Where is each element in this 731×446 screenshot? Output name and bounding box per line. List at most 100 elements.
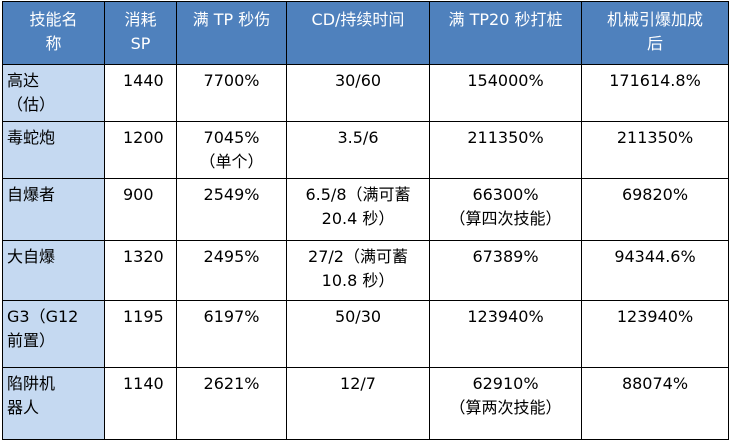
cd-duration-cell: 50/30 xyxy=(286,300,430,368)
tp20-burst-cell: 66300% （算四次技能） xyxy=(429,178,582,241)
tp20-burst-cell-line: 67389% xyxy=(472,247,539,266)
header-row: 技能名 称 消耗 SP 满 TP 秒伤 CD/持续时间 满 TP20 秒打桩 机 xyxy=(2,1,729,65)
tp20-burst-cell: 123940% xyxy=(429,300,582,368)
max-tp-dps-cell-line: 2621% xyxy=(203,374,260,393)
tp20-burst-cell-line: 154000% xyxy=(467,71,544,90)
detonation-bonus-cell: 211350% xyxy=(581,121,729,179)
skill-name-cell: G3（G12 前置） xyxy=(2,300,105,368)
detonation-bonus-cell-line: 88074% xyxy=(621,374,689,393)
sp-cost-cell-line: 900 xyxy=(123,185,154,204)
tp20-burst-cell: 67389% xyxy=(429,240,582,301)
tp20-burst-cell: 211350% xyxy=(429,121,582,179)
tp20-burst-cell: 154000% xyxy=(429,64,582,122)
skill-name-cell-line: G3（G12 xyxy=(7,307,79,326)
header-tp20-burst-line-1: 满 TP20 秒打桩 xyxy=(448,10,563,29)
skill-name-cell: 毒蛇炮 xyxy=(2,121,105,179)
header-detonation-bonus: 机械引爆加成 后 xyxy=(581,1,729,65)
max-tp-dps-cell-line: 6197% xyxy=(203,307,260,326)
tp20-burst-cell: 62910% （算两次技能） xyxy=(429,367,582,440)
header-skill-name-line-1: 技能名 xyxy=(29,10,78,29)
cd-duration-cell-line: 3.5/6 xyxy=(337,128,379,147)
skill-name-cell: 自爆者 xyxy=(2,178,105,241)
max-tp-dps-cell: 6197% xyxy=(176,300,287,368)
sp-cost-cell-line: 1440 xyxy=(123,71,164,90)
tp20-burst-cell-line: 123940% xyxy=(467,307,544,326)
max-tp-dps-cell-line: 2549% xyxy=(203,185,260,204)
max-tp-dps-cell: 2549% xyxy=(176,178,287,241)
detonation-bonus-cell-line: 171614.8% xyxy=(609,71,701,90)
detonation-bonus-cell-line: 94344.6% xyxy=(614,247,696,266)
sp-cost-cell-line: 1200 xyxy=(123,128,164,147)
table-row: 大自爆 1320 2495% 27/2（满可蓄 10.8 秒） 67389% 94344.6… xyxy=(2,240,729,301)
header-sp-cost-line-1: 消耗 xyxy=(124,10,157,29)
cd-duration-cell: 27/2（满可蓄 10.8 秒） xyxy=(286,240,430,301)
header-max-tp-dps-line-1: 满 TP 秒伤 xyxy=(192,10,271,29)
cd-duration-cell: 3.5/6 xyxy=(286,121,430,179)
table-header: 技能名 称 消耗 SP 满 TP 秒伤 CD/持续时间 满 TP20 秒打桩 机 xyxy=(2,1,729,65)
skill-name-cell-line: 自爆者 xyxy=(7,185,56,204)
table-row: G3（G12 前置） 1195 6197% 50/30 123940% 123940% xyxy=(2,300,729,368)
max-tp-dps-cell-line: （单个） xyxy=(199,152,264,171)
max-tp-dps-cell: 7700% xyxy=(176,64,287,122)
skill-name-cell: 陷阱机 器人 xyxy=(2,367,105,440)
header-detonation-bonus-line-1: 机械引爆加成 xyxy=(606,10,703,29)
max-tp-dps-cell: 2621% xyxy=(176,367,287,440)
skill-name-cell-line: 大自爆 xyxy=(7,247,56,266)
cd-duration-cell-line: 27/2（满可蓄 xyxy=(308,247,408,266)
cd-duration-cell-line: 50/30 xyxy=(334,307,382,326)
header-tp20-burst: 满 TP20 秒打桩 xyxy=(429,1,582,65)
detonation-bonus-cell: 171614.8% xyxy=(581,64,729,122)
skill-name-cell-line: 高达 xyxy=(7,71,40,90)
skill-table-container: 技能名 称 消耗 SP 满 TP 秒伤 CD/持续时间 满 TP20 秒打桩 机 xyxy=(2,1,729,440)
detonation-bonus-cell: 88074% xyxy=(581,367,729,440)
sp-cost-cell: 900 xyxy=(104,178,177,241)
cd-duration-cell: 12/7 xyxy=(286,367,430,440)
header-detonation-bonus-line-2: 后 xyxy=(646,34,663,53)
max-tp-dps-cell-line: 2495% xyxy=(203,247,260,266)
max-tp-dps-cell-line: 7700% xyxy=(203,71,260,90)
detonation-bonus-cell-line: 211350% xyxy=(616,128,694,147)
sp-cost-cell: 1320 xyxy=(104,240,177,301)
sp-cost-cell-line: 1320 xyxy=(123,247,164,266)
max-tp-dps-cell: 7045% （单个） xyxy=(176,121,287,179)
detonation-bonus-cell: 69820% xyxy=(581,178,729,241)
max-tp-dps-cell-line: 7045% xyxy=(203,128,260,147)
cd-duration-cell-line: 10.8 秒） xyxy=(321,271,395,290)
cd-duration-cell-line: 12/7 xyxy=(340,374,376,393)
cd-duration-cell-line: 6.5/8（满可蓄 xyxy=(305,185,411,204)
tp20-burst-cell-line: 62910% xyxy=(472,374,539,393)
sp-cost-cell-line: 1195 xyxy=(123,307,164,326)
detonation-bonus-cell: 123940% xyxy=(581,300,729,368)
tp20-burst-cell-line: 211350% xyxy=(467,128,544,147)
sp-cost-cell: 1140 xyxy=(104,367,177,440)
tp20-burst-cell-line: （算四次技能） xyxy=(449,209,562,228)
tp20-burst-cell-line: （算两次技能） xyxy=(449,398,562,417)
table-row: 陷阱机器人 1140 2621% 12/7 62910% （算两次技能） 88074% xyxy=(2,367,729,440)
table-row: 自爆者 900 2549% 6.5/8（满可蓄 20.4 秒） 66300% （算四次技能）… xyxy=(2,178,729,241)
skill-comparison-table: 技能名 称 消耗 SP 满 TP 秒伤 CD/持续时间 满 TP20 秒打桩 机 xyxy=(2,1,729,440)
detonation-bonus-cell-line: 123940% xyxy=(616,307,694,326)
detonation-bonus-cell: 94344.6% xyxy=(581,240,729,301)
sp-cost-cell: 1440 xyxy=(104,64,177,122)
cd-duration-cell-line: 30/60 xyxy=(334,71,382,90)
header-cd-duration-line-1: CD/持续时间 xyxy=(311,10,405,29)
skill-name-cell: 大自爆 xyxy=(2,240,105,301)
header-skill-name-line-2: 称 xyxy=(45,34,62,53)
header-skill-name: 技能名 称 xyxy=(2,1,105,65)
header-sp-cost-line-2: SP xyxy=(130,34,151,53)
cd-duration-cell-line: 20.4 秒） xyxy=(321,209,395,228)
skill-name-cell-line: 器人 xyxy=(7,398,40,417)
cd-duration-cell: 6.5/8（满可蓄 20.4 秒） xyxy=(286,178,430,241)
sp-cost-cell-line: 1140 xyxy=(123,374,164,393)
table-row: 高达 （估） 1440 7700% 30/60 154000% 171614.8% xyxy=(2,64,729,122)
tp20-burst-cell-line: 66300% xyxy=(472,185,539,204)
max-tp-dps-cell: 2495% xyxy=(176,240,287,301)
skill-name-cell-line: 陷阱机 xyxy=(7,374,56,393)
skill-name-cell: 高达 （估） xyxy=(2,64,105,122)
cd-duration-cell: 30/60 xyxy=(286,64,430,122)
table-row: 毒蛇炮 1200 7045% （单个） 3.5/6 211350% 211350% xyxy=(2,121,729,179)
sp-cost-cell: 1195 xyxy=(104,300,177,368)
skill-name-cell-line: 前置） xyxy=(7,331,56,350)
table-body: 高达 （估） 1440 7700% 30/60 154000% 171614.8% 毒蛇炮 12… xyxy=(2,64,729,440)
sp-cost-cell: 1200 xyxy=(104,121,177,179)
